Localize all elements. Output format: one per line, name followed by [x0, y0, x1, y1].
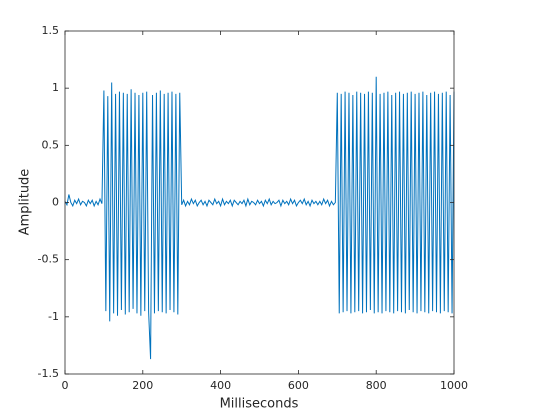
y-tick-label: -1.5 — [38, 367, 59, 380]
y-axis-label: Amplitude — [18, 169, 33, 236]
y-tick-label: 1.5 — [42, 24, 60, 37]
x-tick-label: 400 — [210, 379, 231, 392]
x-tick-label: 800 — [366, 379, 387, 392]
y-tick-label: -0.5 — [38, 253, 59, 266]
x-axis-label: Milliseconds — [220, 397, 299, 412]
x-tick-label: 200 — [132, 379, 153, 392]
x-tick-label: 600 — [288, 379, 309, 392]
y-tick-label: -1 — [48, 310, 59, 323]
signal-line — [64, 76, 455, 360]
y-tick-label: 1 — [52, 81, 59, 94]
plot-area — [65, 31, 454, 374]
x-tick-label: 1000 — [440, 379, 468, 392]
y-tick-label: 0 — [52, 196, 59, 209]
y-tick-label: 0.5 — [42, 138, 60, 151]
x-tick-label: 0 — [62, 379, 69, 392]
